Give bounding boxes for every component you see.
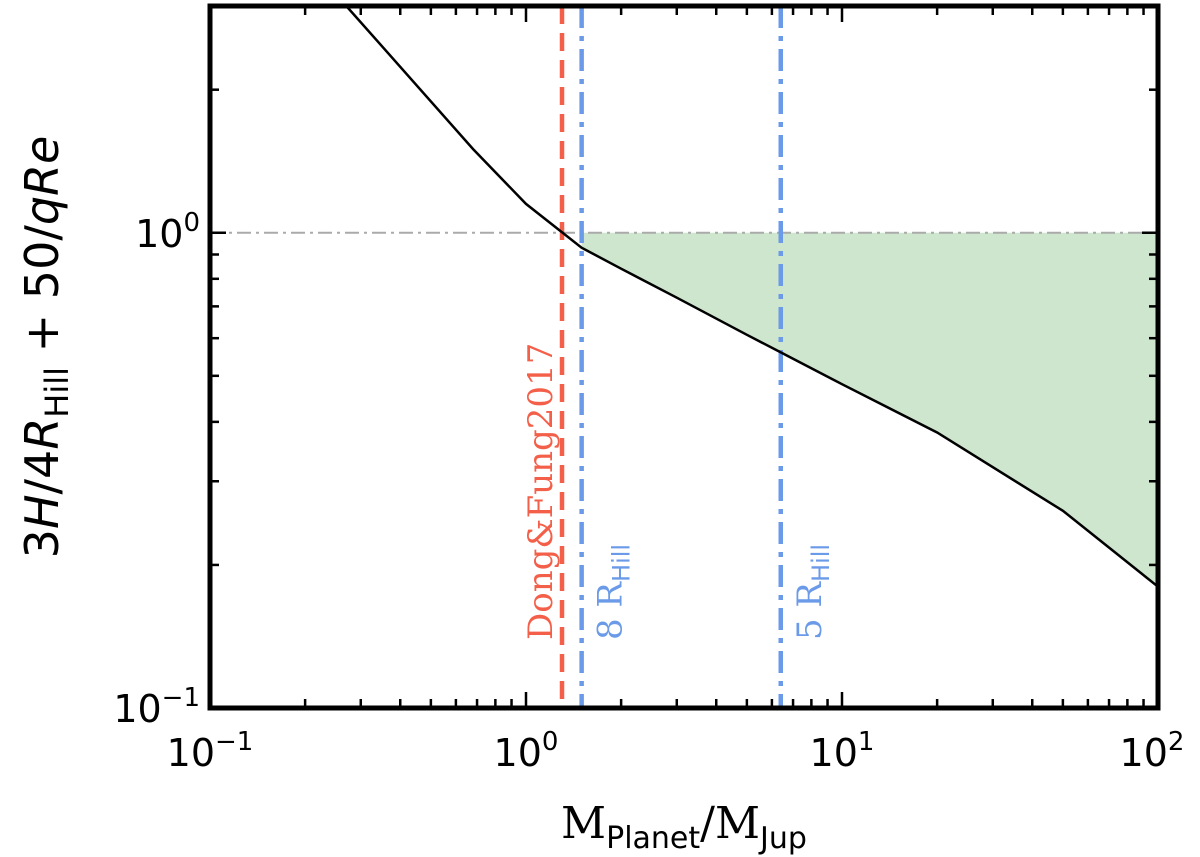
vline-label-3: 5 RHill (790, 544, 835, 640)
y-tick-label: 10−1 (113, 683, 200, 731)
shaded-region (581, 232, 1158, 587)
x-tick-label: 100 (494, 727, 559, 775)
vline-label-1: Dong&Fung2017 (521, 343, 561, 640)
x-tick-label: 102 (1120, 727, 1185, 775)
y-axis-label: 3H/4RHill + 50/qRe (15, 136, 76, 559)
x-tick-label: 101 (810, 727, 875, 775)
y-tick-label: 100 (135, 208, 200, 256)
x-tick-label: 10−1 (167, 727, 254, 775)
vline-label-2: 8 RHill (591, 544, 636, 640)
data-curve (345, 6, 1158, 588)
plot-frame (207, 3, 1161, 711)
x-axis-label: MPlanet/MJup (561, 798, 807, 856)
